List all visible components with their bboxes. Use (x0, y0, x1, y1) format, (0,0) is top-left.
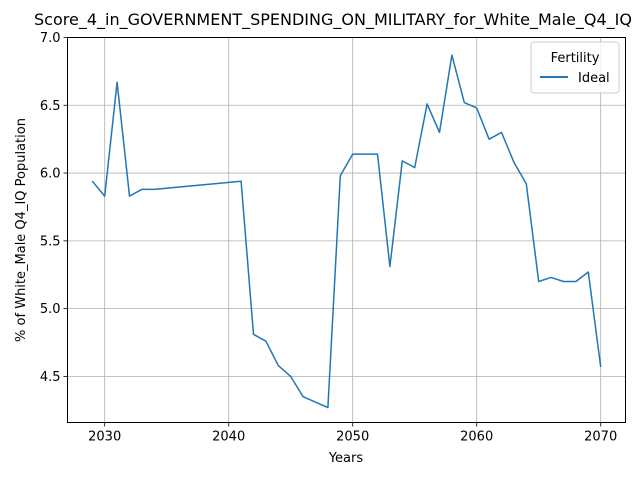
y-tick-label: 5.5 (40, 234, 61, 249)
chart-title: Score_4_in_GOVERNMENT_SPENDING_ON_MILITA… (34, 10, 632, 30)
y-tick-label: 6.0 (40, 167, 61, 182)
legend-box (530, 41, 620, 94)
x-axis-label: Years (328, 451, 364, 466)
x-tick-label: 2060 (460, 430, 493, 445)
grid-lines (67, 37, 626, 423)
y-tick-label: 4.5 (40, 370, 61, 385)
y-tick-label: 6.5 (40, 99, 61, 114)
y-tick-label: 5.0 (40, 302, 61, 317)
legend-title: Fertility (551, 51, 600, 66)
plot-frame (67, 37, 626, 423)
legend: Fertility Ideal (530, 41, 620, 94)
y-tick-label: 7.0 (40, 31, 61, 46)
series-lines (91, 54, 602, 409)
series-line-ideal (91, 54, 602, 409)
x-tick-label: 2040 (212, 430, 245, 445)
x-tick-label: 2030 (88, 430, 121, 445)
y-axis-label: % of White_Male Q4_IQ Population (14, 118, 29, 342)
x-tick-label: 2050 (336, 430, 369, 445)
axis-ticks: 2030 2040 2050 2060 2070 4.5 5.0 5.5 6.0 6.5 7.0 (40, 31, 617, 445)
x-tick-label: 2070 (584, 430, 617, 445)
legend-label-ideal: Ideal (578, 71, 610, 86)
